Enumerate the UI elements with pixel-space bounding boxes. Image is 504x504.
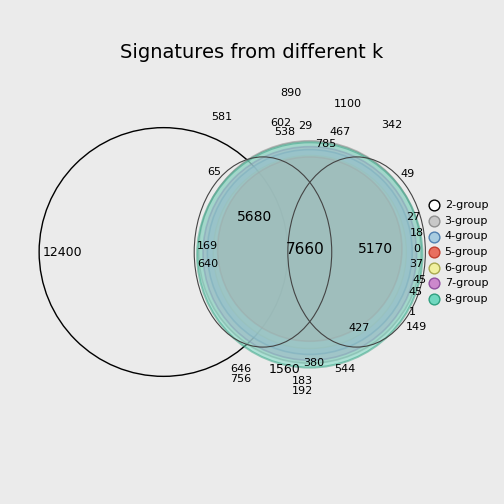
Text: 49: 49 [401,169,415,179]
Text: 169: 169 [197,241,218,251]
Text: 538: 538 [274,127,295,137]
Text: 183: 183 [292,376,313,386]
Text: 5170: 5170 [358,242,393,256]
Ellipse shape [203,147,417,360]
Text: 0: 0 [413,244,420,254]
Text: 12400: 12400 [43,245,82,259]
Title: Signatures from different k: Signatures from different k [120,43,384,62]
Text: 1100: 1100 [334,99,362,109]
Text: 602: 602 [270,118,291,128]
Text: 7660: 7660 [286,241,325,257]
Text: 29: 29 [298,121,312,131]
Ellipse shape [207,150,412,354]
Text: 65: 65 [208,166,222,176]
Text: 890: 890 [280,88,301,98]
Text: 581: 581 [212,112,232,122]
Ellipse shape [213,155,406,349]
Text: 1: 1 [409,307,416,317]
Text: 467: 467 [330,127,351,137]
Text: 380: 380 [303,358,325,368]
Text: 192: 192 [292,386,313,396]
Text: 640: 640 [197,259,218,269]
Text: 27: 27 [407,212,421,222]
Text: 149: 149 [406,322,427,332]
Text: 18: 18 [410,228,424,238]
Ellipse shape [199,141,421,363]
Text: 756: 756 [230,374,251,384]
Text: 785: 785 [316,139,337,149]
Text: 646: 646 [230,364,251,374]
Legend: 2-group, 3-group, 4-group, 5-group, 6-group, 7-group, 8-group: 2-group, 3-group, 4-group, 5-group, 6-gr… [425,197,491,307]
Text: 427: 427 [349,323,370,333]
Text: 5680: 5680 [236,210,272,224]
Text: 342: 342 [381,120,402,130]
Text: 37: 37 [410,259,424,269]
Text: 45: 45 [408,286,422,296]
Ellipse shape [197,142,422,367]
Text: 45: 45 [412,275,426,285]
Ellipse shape [218,157,402,341]
Text: 1560: 1560 [269,362,301,375]
Text: 544: 544 [334,364,355,374]
